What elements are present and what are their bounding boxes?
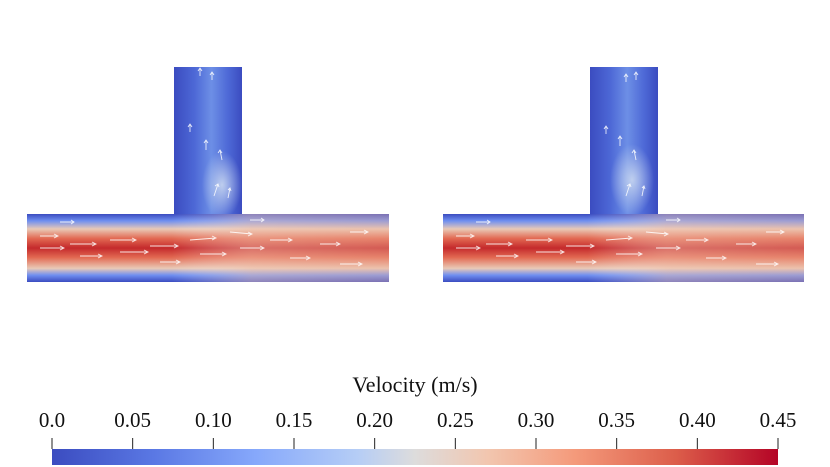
colorbar-tick-label: 0.10 xyxy=(194,408,232,432)
colorbar-title: Velocity (m/s) xyxy=(352,372,478,397)
right-main-fade xyxy=(443,214,804,282)
left-velocity-arrows xyxy=(40,67,370,267)
colorbar-gradient xyxy=(52,449,778,465)
colorbar-tick-marks xyxy=(51,438,779,449)
right-junction xyxy=(443,67,804,282)
left-main-fade xyxy=(27,214,389,282)
colorbar-tick-label: 0.15 xyxy=(275,408,313,432)
colorbar xyxy=(51,438,779,465)
left-branch-jet xyxy=(202,151,242,219)
colorbar-tick-label: 0.25 xyxy=(436,408,474,432)
right-velocity-arrows xyxy=(456,71,786,267)
colorbar-tick-label: 0.05 xyxy=(114,408,152,432)
left-junction xyxy=(27,67,389,282)
colorbar-tick-label: 0.45 xyxy=(759,408,797,432)
colorbar-tick-label: 0.30 xyxy=(517,408,555,432)
colorbar-tick-label: 0.40 xyxy=(678,408,716,432)
colorbar-tick-label: 0.0 xyxy=(38,408,66,432)
colorbar-tick-label: 0.20 xyxy=(356,408,394,432)
right-branch-jet xyxy=(610,144,654,216)
colorbar-tick-label: 0.35 xyxy=(598,408,636,432)
colorbar-tick-labels: 0.0 0.05 0.10 0.15 0.20 0.25 0.30 0.35 0.40 0.45 xyxy=(0,408,830,434)
